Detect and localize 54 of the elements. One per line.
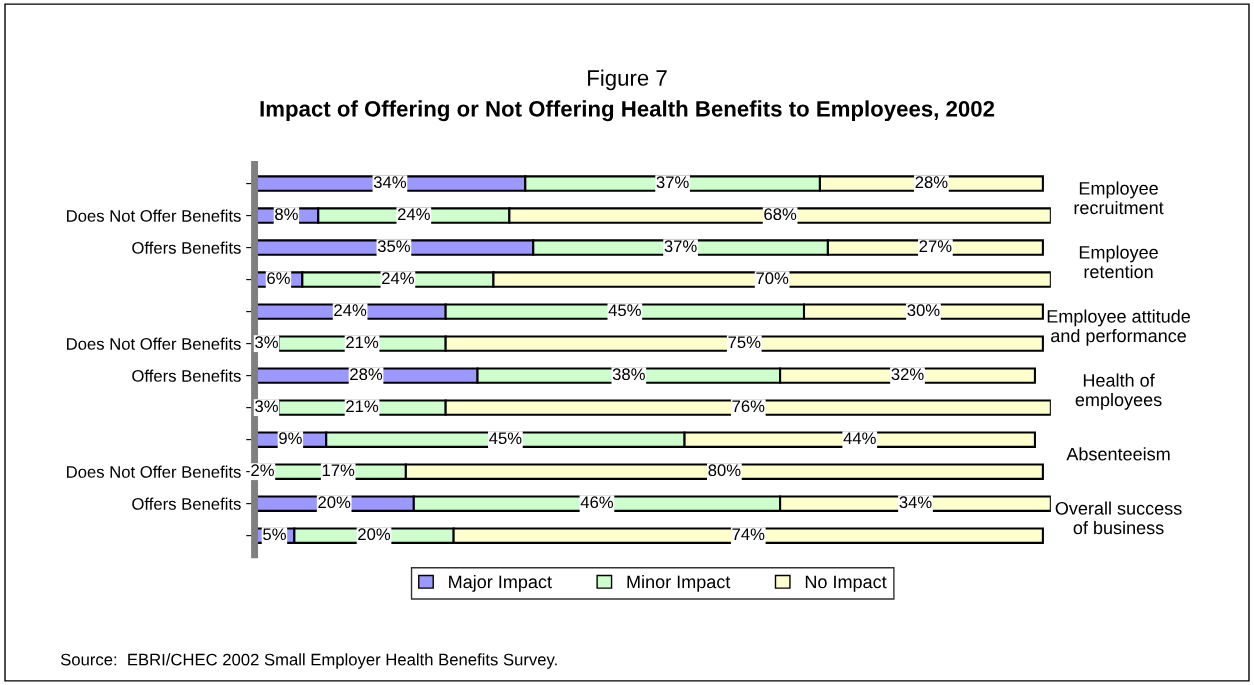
data-label: 5% xyxy=(263,528,286,541)
data-label: 34% xyxy=(899,496,932,509)
data-label: 37% xyxy=(664,240,697,253)
data-label: 24% xyxy=(397,208,430,221)
data-label: 20% xyxy=(358,528,391,541)
y-tick-label: Offers Benefits xyxy=(132,369,241,382)
data-label: 24% xyxy=(334,304,367,317)
y-tick-label: Offers Benefits xyxy=(132,497,241,510)
data-label: 34% xyxy=(373,176,407,189)
data-label: 3% xyxy=(255,336,278,349)
text: Employee recruitment xyxy=(1074,181,1164,215)
data-label: 8% xyxy=(275,208,298,221)
data-label: 28% xyxy=(915,176,948,189)
y-tick-label: Does Not Offer Benefits xyxy=(67,465,241,478)
data-label: 32% xyxy=(891,368,924,381)
chart-title: Figure 7 xyxy=(588,69,667,91)
data-label: 3% xyxy=(255,400,278,413)
data-label: 74% xyxy=(732,528,765,541)
data-label: 27% xyxy=(919,240,952,253)
data-label: 37% xyxy=(656,176,689,189)
data-label: 75% xyxy=(728,336,761,349)
data-label: 30% xyxy=(907,304,940,317)
data-label: 45% xyxy=(608,304,641,317)
data-label: 28% xyxy=(350,368,383,381)
annotation: Employee attitude and performance xyxy=(1047,309,1191,346)
text: Absenteeism xyxy=(1066,447,1170,461)
data-label: 68% xyxy=(764,208,797,221)
data-label: 44% xyxy=(843,432,876,445)
data-label: 20% xyxy=(318,496,351,509)
y-tick-label: Does Not Offer Benefits xyxy=(67,337,241,350)
data-label: 35% xyxy=(377,240,410,253)
data-label: 9% xyxy=(279,432,302,445)
data-label: 70% xyxy=(756,272,789,285)
data-label: 6% xyxy=(267,272,290,285)
data-label: 80% xyxy=(708,464,741,477)
data-label: 38% xyxy=(612,368,645,381)
chart-subtitle: Impact of Offering or Not Offering Health Benefits to Employees, 2002 xyxy=(260,100,995,122)
y-tick-label: Offers Benefits xyxy=(132,241,241,254)
text: Overall success of business xyxy=(1055,501,1182,535)
legend-label: No Impact xyxy=(805,575,887,592)
legend-label: Minor Impact xyxy=(627,575,731,592)
y-tick-label: Does Not Offer Benefits xyxy=(67,209,241,222)
data-label: 76% xyxy=(732,400,765,413)
legend-label: Major Impact xyxy=(449,575,552,592)
source-note: Source: EBRI/CHEC 2002 Small Employer Health Benefits Survey. xyxy=(60,653,557,669)
data-label: 17% xyxy=(322,464,355,477)
data-label: 2% xyxy=(251,464,274,477)
data-label: 46% xyxy=(580,496,614,509)
data-label: 21% xyxy=(346,400,379,413)
text: Health of employees xyxy=(1075,373,1162,410)
data-label: 45% xyxy=(489,432,522,445)
text: Employee retention xyxy=(1079,245,1158,279)
data-label: 24% xyxy=(382,272,414,285)
data-label: 21% xyxy=(346,336,379,349)
